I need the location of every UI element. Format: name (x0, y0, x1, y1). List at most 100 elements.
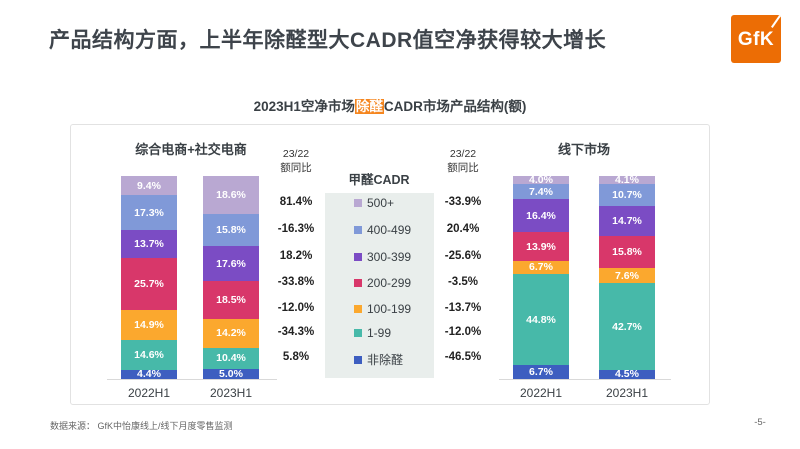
legend-title: 甲醛CADR (348, 173, 410, 187)
bar-segment: 10.4% (203, 347, 259, 369)
chart-title: 2023H1空净市场除醛CADR市场产品结构(额) (70, 95, 710, 115)
yoy-value: -12.0% (444, 326, 482, 338)
bar-segment: 4.5% (599, 368, 655, 381)
bar-segment-label: 4.5% (615, 368, 639, 381)
bar-segment-label: 15.8% (612, 245, 642, 258)
bar-segment-label: 4.0% (529, 174, 553, 187)
axis-baseline-online (107, 379, 277, 380)
x-axis-label: 2022H1 (519, 386, 563, 400)
group-header-offline: 线下市场 (557, 142, 610, 157)
bar-segment-label: 13.9% (526, 240, 556, 253)
yoy-value: -13.7% (444, 302, 482, 314)
legend-swatch-icon (354, 199, 362, 207)
legend-label: 400-499 (367, 223, 412, 237)
bar-segment: 42.7% (599, 283, 655, 370)
chart-title-prefix: 2023H1空净市场 (253, 99, 355, 114)
bar-segment: 18.6% (203, 176, 259, 214)
yoy-header-line1: 23/22 (449, 148, 477, 160)
bar-segment: 14.2% (203, 318, 259, 348)
bar-segment-label: 25.7% (134, 278, 164, 291)
logo-slash-icon (771, 15, 781, 28)
bar-segment-label: 16.4% (526, 209, 556, 222)
yoy-value: 20.4% (446, 223, 480, 235)
x-axis-label: 2022H1 (127, 386, 171, 400)
legend-item: 1-99 (354, 326, 391, 340)
yoy-value: -3.5% (447, 276, 479, 288)
legend (325, 193, 434, 378)
data-source-note: 数据来源： GfK中怡康线上/线下月度零售监测 (50, 421, 233, 431)
bar-segment-label: 10.4% (216, 352, 246, 365)
legend-item: 非除醛 (354, 351, 403, 368)
bar-segment: 17.3% (121, 195, 177, 231)
legend-swatch-icon (354, 355, 362, 364)
bar-segment-label: 18.5% (216, 294, 246, 307)
yoy-header-online: 23/22 额同比 (256, 147, 336, 175)
legend-item: 500+ (354, 196, 394, 210)
bar-segment: 14.6% (121, 340, 177, 370)
bar-segment: 18.5% (203, 281, 259, 319)
legend-swatch-icon (354, 279, 362, 287)
legend-label: 200-299 (367, 276, 412, 290)
legend-swatch-icon (354, 226, 362, 234)
chart-title-highlight: 除醛 (354, 99, 384, 114)
legend-item: 300-399 (354, 250, 411, 264)
bar-segment: 7.6% (599, 267, 655, 284)
bar-segment-label: 6.7% (529, 365, 553, 378)
bar-segment-label: 14.9% (134, 319, 164, 332)
bar-segment: 9.4% (121, 176, 177, 196)
yoy-value: -12.0% (277, 302, 315, 314)
chart-card: 综合电商+社交电商 线下市场 23/22 额同比 23/22 额同比 甲醛CAD… (70, 124, 710, 405)
bar-segment: 4.4% (121, 368, 177, 381)
group-header-online: 综合电商+社交电商 (135, 142, 247, 157)
yoy-value: -25.6% (444, 250, 482, 262)
bar-segment: 4.1% (599, 174, 655, 186)
bar-segment: 7.4% (513, 184, 569, 200)
logo-text: GfK (737, 29, 775, 50)
bar-segment-label: 42.7% (612, 320, 642, 333)
bar-segment-label: 15.8% (216, 223, 246, 236)
yoy-value: -46.5% (444, 351, 482, 363)
axis-baseline-offline (499, 379, 671, 380)
bar-segment-label: 5.0% (219, 367, 243, 380)
legend-label: 100-199 (367, 302, 412, 316)
bar-segment-label: 7.6% (615, 269, 639, 282)
yoy-value: 81.4% (279, 196, 313, 208)
page-number: -5- (754, 417, 766, 428)
yoy-header-line2: 额同比 (280, 162, 312, 175)
bar-segment: 6.7% (513, 260, 569, 275)
bar-segment: 13.9% (513, 232, 569, 261)
legend-swatch-icon (354, 329, 362, 337)
x-axis-label: 2023H1 (605, 386, 649, 400)
yoy-value: -34.3% (277, 326, 315, 338)
yoy-header-line2: 额同比 (447, 162, 479, 175)
bar-segment: 14.9% (121, 310, 177, 341)
bar-segment-label: 10.7% (612, 189, 642, 202)
bar-segment: 4.0% (513, 174, 569, 187)
bar-segment: 16.4% (513, 199, 569, 233)
bar-segment-label: 14.7% (612, 214, 642, 227)
yoy-value: -16.3% (277, 223, 315, 235)
legend-item: 200-299 (354, 276, 411, 290)
bar-segment: 15.8% (599, 235, 655, 268)
legend-swatch-icon (354, 305, 362, 313)
legend-label: 非除醛 (367, 353, 404, 367)
bar-segment-label: 7.4% (529, 185, 553, 198)
bar-segment: 6.7% (513, 365, 569, 379)
bar-segment-label: 14.2% (216, 327, 246, 340)
yoy-value: 5.8% (282, 351, 310, 363)
bar-segment: 44.8% (513, 274, 569, 366)
bar-segment-label: 13.7% (134, 238, 164, 251)
legend-label: 1-99 (367, 326, 392, 340)
bar-segment-label: 17.6% (216, 257, 246, 270)
stacked-bar: 4.1% 10.7% 14.7% 15.8% 7.6% 42.7% 4.5% (599, 174, 655, 381)
bar-segment-label: 4.4% (137, 368, 161, 381)
yoy-value: -33.9% (444, 196, 482, 208)
bar-segment: 15.8% (203, 213, 259, 246)
bar-segment: 25.7% (121, 257, 177, 311)
bar-segment: 14.7% (599, 206, 655, 236)
bar-segment: 17.6% (203, 245, 259, 282)
legend-label: 500+ (367, 196, 395, 210)
bar-segment: 5.0% (203, 367, 259, 380)
legend-item: 400-499 (354, 223, 411, 237)
